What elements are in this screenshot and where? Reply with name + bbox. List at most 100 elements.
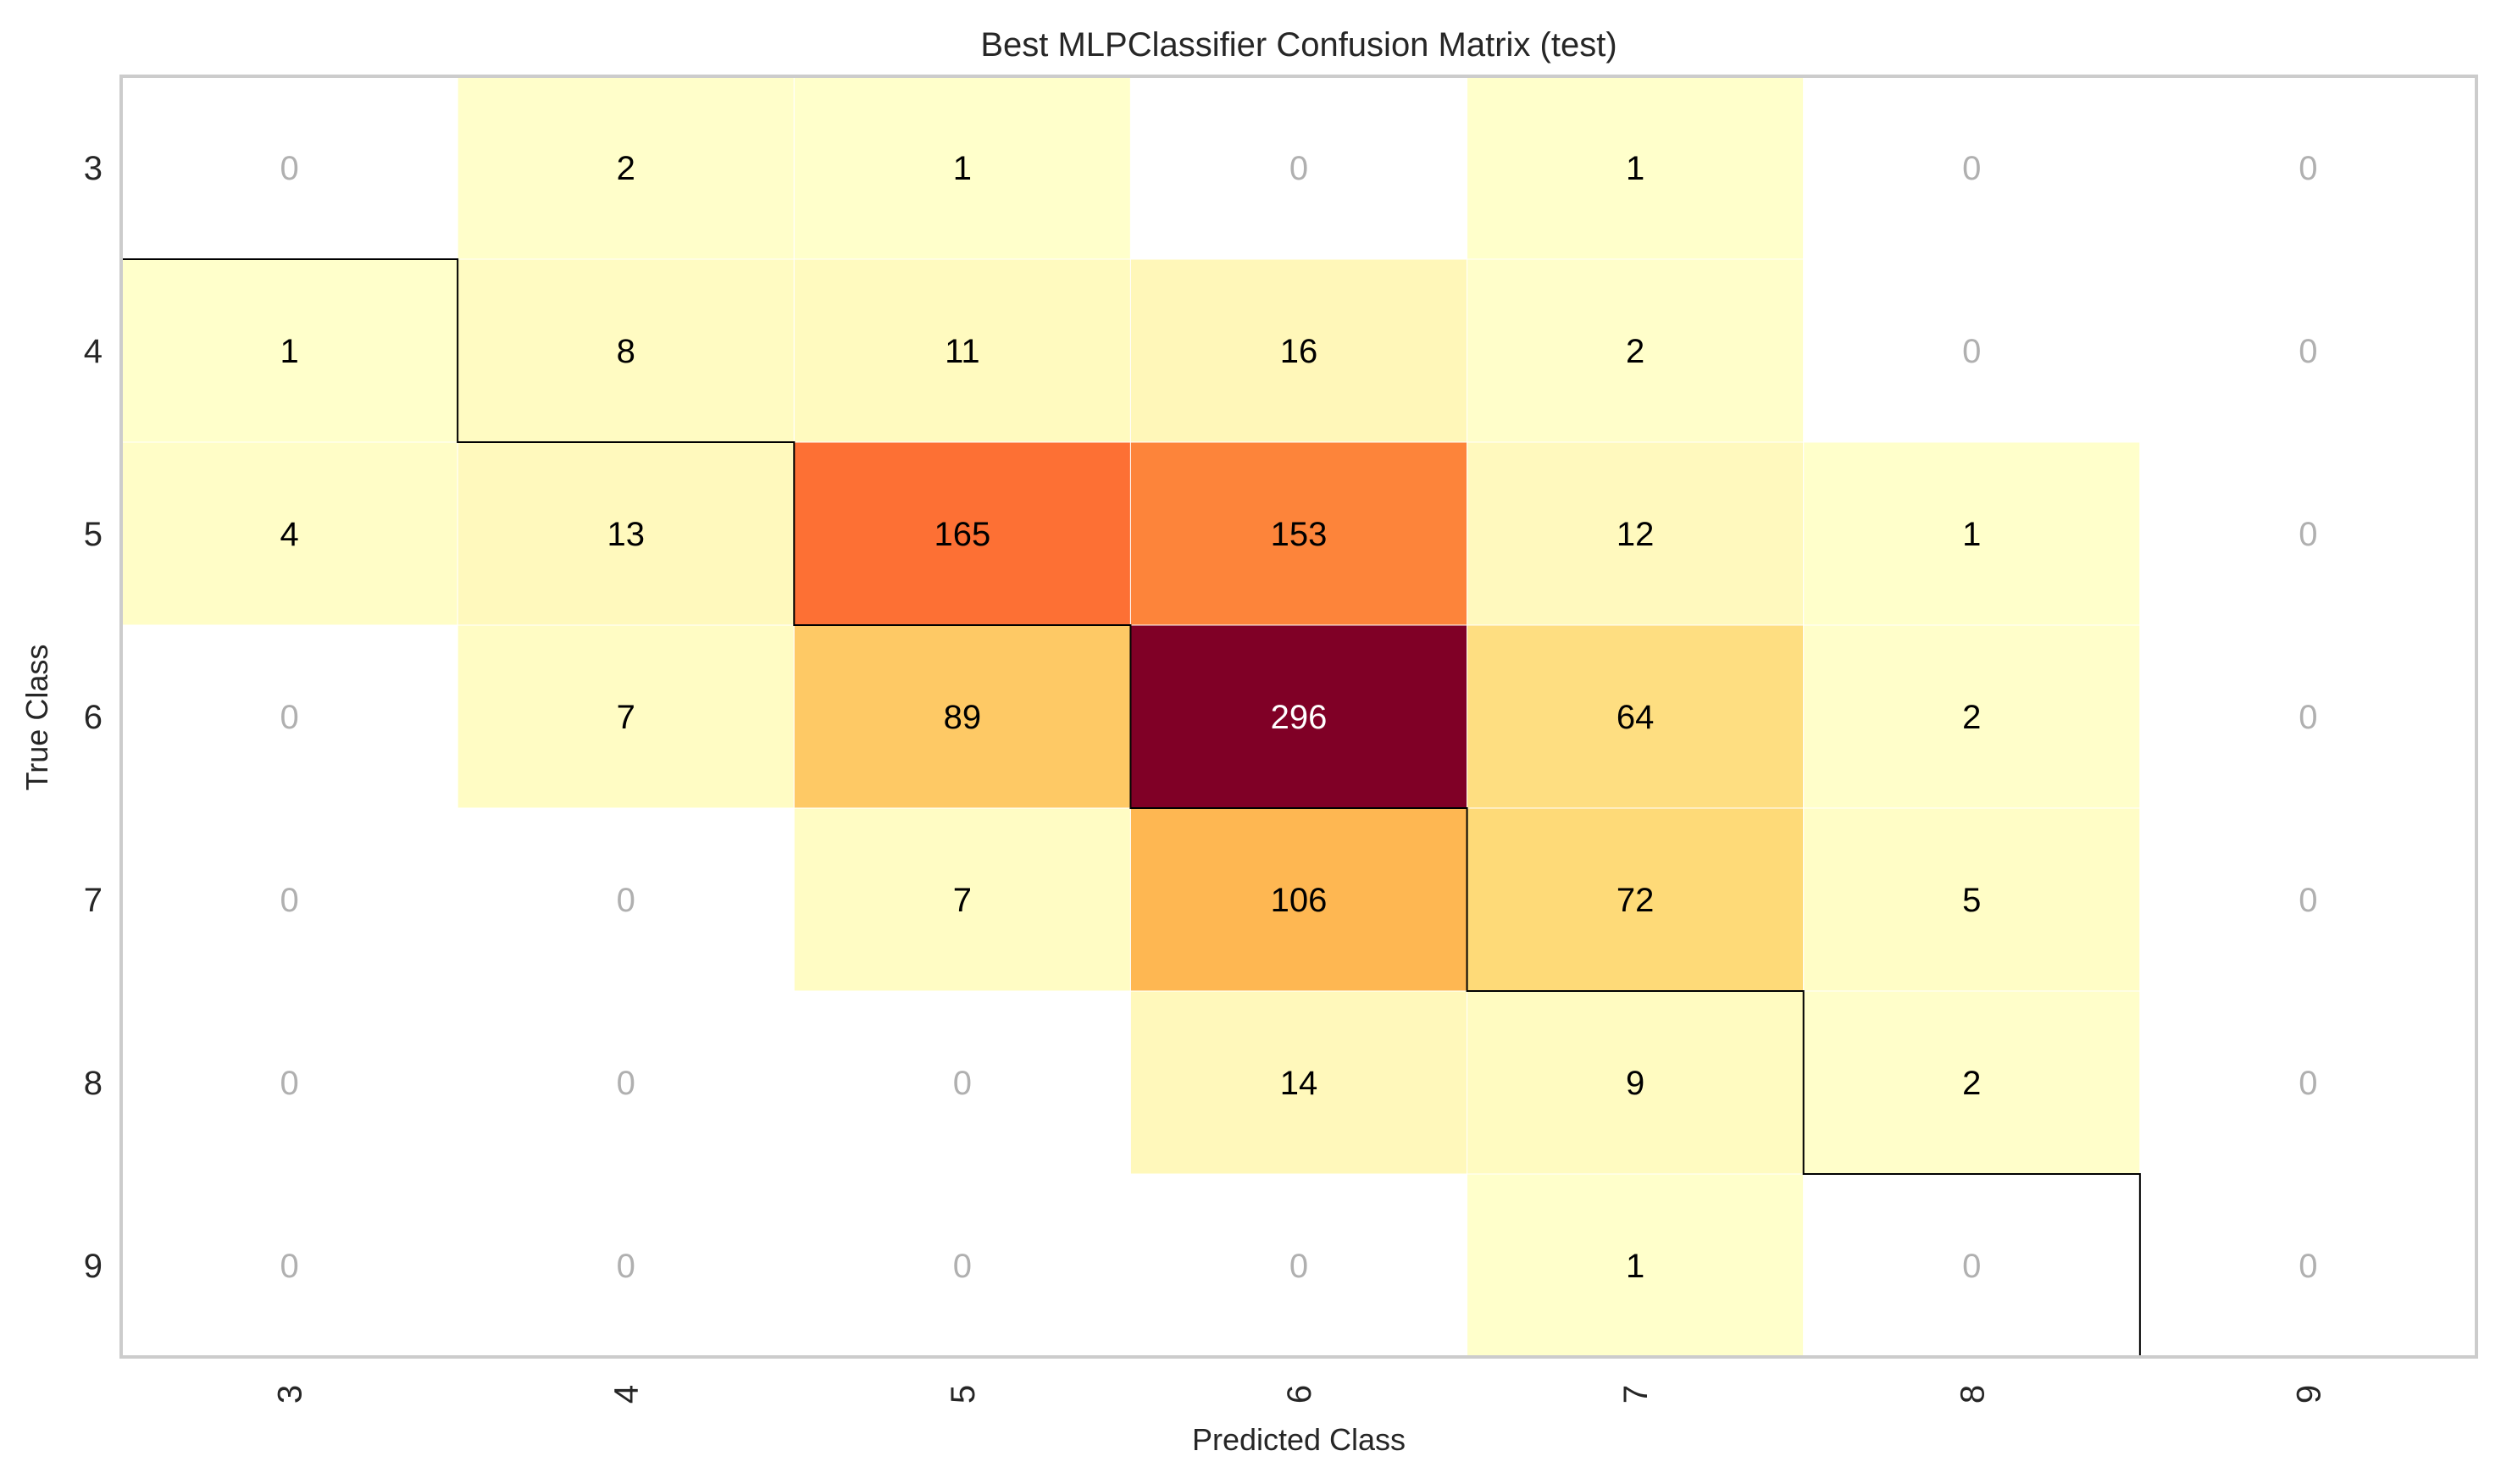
cell-value-label: 14 [1280, 1065, 1318, 1102]
y-tick-label: 5 [84, 516, 103, 553]
plot-frame [119, 75, 2478, 1359]
heatmap-cell [120, 258, 458, 443]
heatmap-cell [457, 1173, 795, 1358]
y-tick-label: 9 [84, 1248, 103, 1285]
y-axis-label: True Class [19, 645, 54, 791]
chart-title: Best MLPClassifier Confusion Matrix (tes… [980, 26, 1616, 64]
heatmap-cell [793, 990, 1131, 1175]
cell-value-label: 2 [1962, 1065, 1981, 1102]
cell-value-label: 0 [1962, 150, 1981, 187]
cell-value-label: 0 [1962, 1248, 1981, 1285]
heatmap-cell [2139, 441, 2477, 626]
cell-value-label: 1 [1626, 1248, 1644, 1285]
heatmap-cell [120, 441, 458, 626]
heatmap-cell [120, 1173, 458, 1358]
heatmap-cell [457, 990, 795, 1175]
heatmap-cell [457, 624, 795, 809]
heatmap-cell [793, 258, 1131, 443]
heatmap-cell [120, 624, 458, 809]
heatmap-cell [2139, 75, 2477, 260]
cell-value-label: 165 [934, 516, 990, 553]
cell-value-label: 0 [280, 882, 298, 919]
cell-value-label: 0 [617, 1065, 635, 1102]
heatmap-cell [457, 75, 795, 260]
heatmap-cell [793, 807, 1131, 992]
cell-value-label: 0 [2299, 882, 2317, 919]
heatmap-cell [1129, 75, 1468, 260]
cell-value-label: 7 [617, 699, 635, 736]
heatmap-cell [2139, 624, 2477, 809]
cell-value-label: 0 [2299, 1248, 2317, 1285]
y-tick-label: 4 [84, 333, 103, 370]
diagonal-outline [121, 258, 2141, 1357]
x-tick-label: 6 [1281, 1385, 1318, 1404]
cell-value-label: 0 [280, 699, 298, 736]
cell-value-label: 8 [617, 333, 635, 370]
heatmap-cell [1803, 75, 2141, 260]
heatmap-cell [2139, 807, 2477, 992]
cell-value-label: 1 [953, 150, 972, 187]
cell-value-label: 0 [2299, 699, 2317, 736]
cell-value-label: 0 [2299, 150, 2317, 187]
heatmap-cell [1467, 1173, 1805, 1358]
cell-value-label: 0 [1289, 150, 1308, 187]
cell-value-label: 5 [1962, 882, 1981, 919]
heatmap-cell [1129, 624, 1468, 809]
cell-value-label: 72 [1616, 882, 1655, 919]
cell-value-label: 7 [953, 882, 972, 919]
cell-value-label: 12 [1616, 516, 1655, 553]
cell-value-label: 0 [280, 1248, 298, 1285]
cell-value-label: 0 [1289, 1248, 1308, 1285]
cell-value-label: 89 [944, 699, 982, 736]
cell-value-label: 0 [2299, 1065, 2317, 1102]
heatmap-cell [1803, 624, 2141, 809]
cell-value-label: 13 [607, 516, 645, 553]
cell-value-label: 0 [280, 150, 298, 187]
cell-value-label: 0 [953, 1065, 972, 1102]
cell-value-label: 1 [1962, 516, 1981, 553]
cell-value-label: 64 [1616, 699, 1655, 736]
cell-value-label: 2 [1962, 699, 1981, 736]
cell-value-label: 16 [1280, 333, 1318, 370]
y-tick-label: 3 [84, 150, 103, 187]
heatmap-cell [1803, 1173, 2141, 1358]
x-tick-labels: 3 4 5 6 7 8 9 [272, 1385, 2328, 1404]
x-tick-label: 5 [945, 1385, 982, 1404]
x-tick-label: 3 [272, 1385, 309, 1404]
heatmap-cell [1129, 441, 1468, 626]
heatmap-cell [1803, 258, 2141, 443]
heatmap-cell [2139, 990, 2477, 1175]
y-tick-labels: 3 4 5 6 7 8 9 [84, 150, 103, 1285]
cell-value-label: 9 [1626, 1065, 1644, 1102]
cell-value-label: 11 [945, 333, 980, 370]
heatmap-cell [793, 1173, 1131, 1358]
heatmap-cell [1467, 624, 1805, 809]
heatmap-cell [2139, 1173, 2477, 1358]
heatmap-cells [120, 75, 2477, 1358]
heatmap-cell [120, 807, 458, 992]
heatmap-cell [793, 441, 1131, 626]
cell-value-label: 0 [1962, 333, 1981, 370]
cell-value-label: 2 [617, 150, 635, 187]
heatmap-cell [457, 807, 795, 992]
heatmap-cell [1803, 441, 2141, 626]
cell-value-label: 0 [280, 1065, 298, 1102]
cell-value-label: 153 [1271, 516, 1328, 553]
heatmap-cell [1129, 990, 1468, 1175]
heatmap-cell [120, 75, 458, 260]
y-tick-label: 7 [84, 882, 103, 919]
cell-value-label: 0 [617, 882, 635, 919]
x-tick-label: 9 [2290, 1385, 2327, 1404]
heatmap-cell [1467, 75, 1805, 260]
cell-labels: 0 2 1 0 1 0 01 8 11 16 2 0 04 13 165 153 12 1 00 7 89 296 64 2 0… [280, 150, 2317, 1285]
cell-value-label: 0 [2299, 333, 2317, 370]
y-tick-label: 6 [84, 699, 103, 736]
cell-value-label: 1 [280, 333, 298, 370]
x-tick-label: 8 [1954, 1385, 1991, 1404]
heatmap-cell [1467, 441, 1805, 626]
cell-value-label: 106 [1271, 882, 1328, 919]
heatmap-cell [1467, 258, 1805, 443]
cell-value-label: 296 [1271, 699, 1328, 736]
heatmap-cell [2139, 258, 2477, 443]
